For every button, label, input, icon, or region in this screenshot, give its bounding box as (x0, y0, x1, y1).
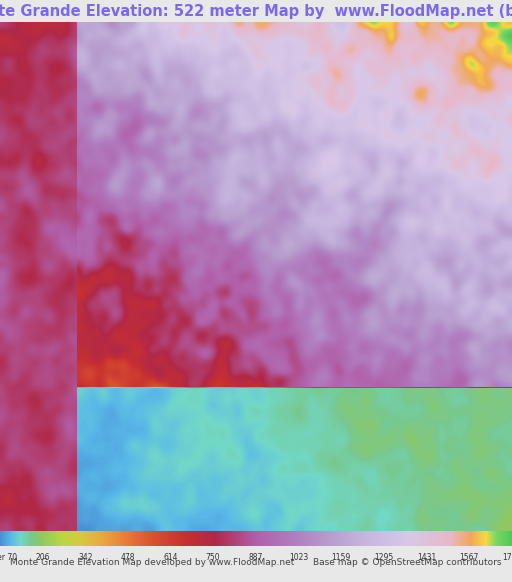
Text: 614: 614 (163, 553, 178, 562)
Text: 206: 206 (35, 553, 50, 562)
Text: Base map © OpenStreetMap contributors: Base map © OpenStreetMap contributors (313, 558, 502, 567)
Text: 1159: 1159 (332, 553, 351, 562)
Text: 342: 342 (78, 553, 93, 562)
Text: 750: 750 (206, 553, 220, 562)
Text: Monte Grande Elevation Map developed by www.FloodMap.net: Monte Grande Elevation Map developed by … (10, 558, 294, 567)
Text: 887: 887 (249, 553, 263, 562)
Text: 1023: 1023 (289, 553, 308, 562)
Text: 1431: 1431 (417, 553, 436, 562)
Text: 478: 478 (121, 553, 135, 562)
Text: 1567: 1567 (459, 553, 479, 562)
Text: Monte Grande Elevation: 522 meter Map by  www.FloodMap.net (beta): Monte Grande Elevation: 522 meter Map by… (0, 3, 512, 19)
Text: 1704: 1704 (502, 553, 512, 562)
Text: 1295: 1295 (374, 553, 393, 562)
Text: meter 70: meter 70 (0, 553, 17, 562)
